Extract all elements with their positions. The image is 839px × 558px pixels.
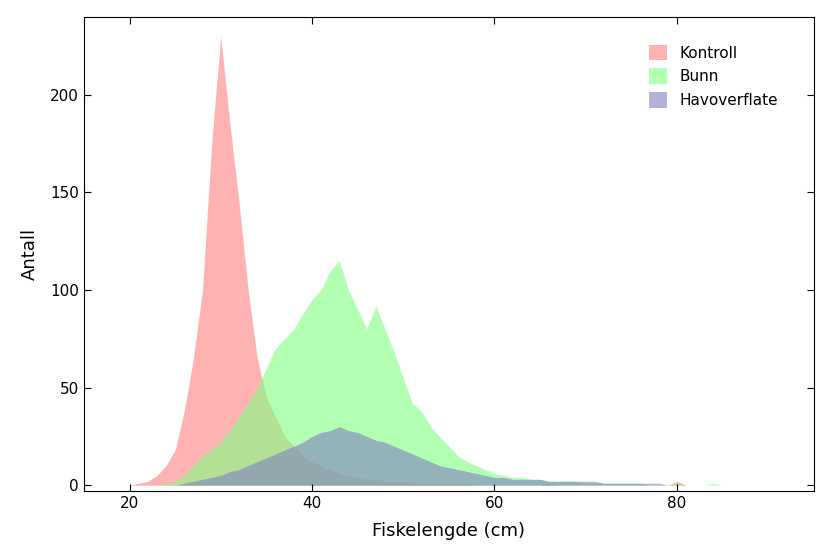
X-axis label: Fiskelengde (cm): Fiskelengde (cm) [373,522,525,540]
Y-axis label: Antall: Antall [21,228,39,280]
Legend: Kontroll, Bunn, Havoverflate: Kontroll, Bunn, Havoverflate [643,39,784,114]
